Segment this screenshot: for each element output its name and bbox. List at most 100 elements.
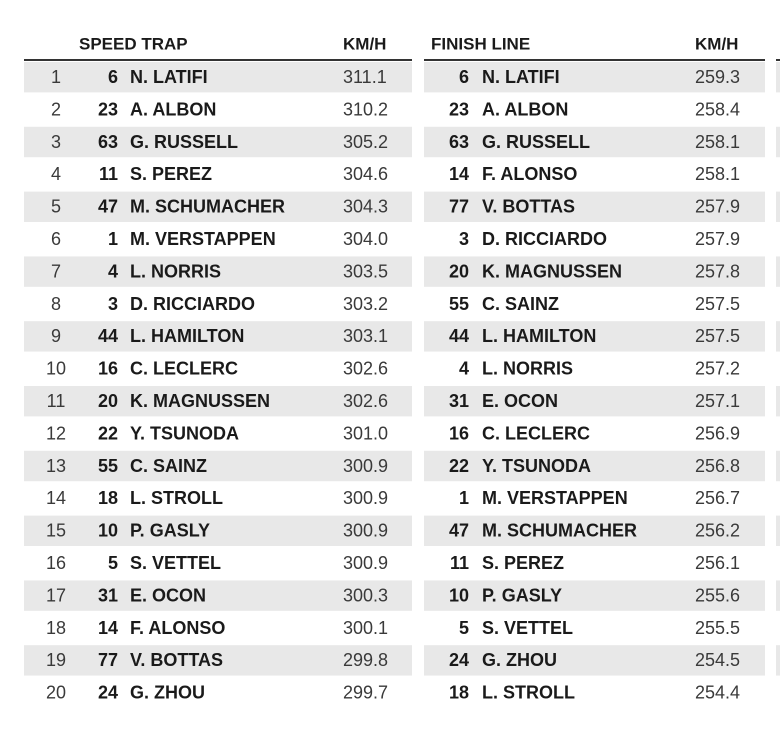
speed: 300.9: [343, 488, 388, 508]
car-number: 3: [459, 229, 469, 249]
car-number: 22: [449, 456, 469, 476]
speed: 304.3: [343, 197, 388, 217]
car-number: 1: [108, 229, 118, 249]
speed: 256.9: [695, 423, 740, 443]
position: 14: [46, 488, 66, 508]
driver-name: D. RICCIARDO: [130, 294, 255, 314]
driver-name: E. OCON: [482, 391, 558, 411]
car-number: 77: [449, 197, 469, 217]
row-band: [424, 386, 765, 417]
position: 11: [47, 391, 66, 411]
row-band: [24, 450, 412, 482]
speed: 310.2: [343, 99, 388, 119]
speed: 257.9: [695, 229, 740, 249]
speed: 311.1: [343, 67, 387, 87]
speed: 259.3: [695, 67, 740, 87]
driver-name: Y. TSUNODA: [130, 423, 239, 443]
speed: 256.2: [695, 521, 740, 541]
row-band: [776, 386, 780, 417]
car-number: 24: [98, 683, 118, 703]
speed: 299.7: [343, 683, 388, 703]
row-band: [24, 191, 412, 222]
driver-name: L. NORRIS: [130, 261, 221, 281]
speed: 304.0: [343, 229, 388, 249]
driver-name: V. BOTTAS: [130, 650, 223, 670]
position: 2: [51, 99, 61, 119]
row-band: [24, 645, 412, 676]
speed: 303.1: [343, 326, 388, 346]
car-number: 18: [98, 488, 118, 508]
driver-name: P. GASLY: [482, 585, 562, 605]
position: 20: [46, 683, 66, 703]
speed: 303.5: [343, 261, 388, 281]
driver-name: P. GASLY: [130, 521, 210, 541]
position: 18: [46, 618, 66, 638]
row-band: [24, 62, 412, 93]
driver-name: N. LATIFI: [482, 67, 560, 87]
driver-name: M. VERSTAPPEN: [482, 488, 628, 508]
row-band: [776, 256, 780, 287]
driver-name: K. MAGNUSSEN: [130, 391, 270, 411]
driver-name: C. SAINZ: [130, 456, 207, 476]
speed: 300.9: [343, 521, 388, 541]
driver-name: D. RICCIARDO: [482, 229, 607, 249]
driver-name: M. SCHUMACHER: [130, 197, 285, 217]
driver-name: Y. TSUNODA: [482, 456, 591, 476]
header-label: SPEED TRAP: [79, 34, 188, 53]
driver-name: L. STROLL: [130, 488, 223, 508]
header-label: KM/H: [343, 34, 386, 53]
speed: 300.3: [343, 585, 388, 605]
driver-name: F. ALONSO: [482, 164, 577, 184]
speed: 255.6: [695, 585, 740, 605]
car-number: 44: [449, 326, 469, 346]
row-band: [424, 515, 765, 546]
position: 19: [46, 650, 66, 670]
row-band: [24, 515, 412, 546]
row-band: [776, 191, 780, 222]
car-number: 20: [98, 391, 118, 411]
row-band: [424, 62, 765, 93]
speed: 257.5: [695, 294, 740, 314]
speed: 257.9: [695, 197, 740, 217]
speed: 256.8: [695, 456, 740, 476]
row-band: [776, 62, 780, 93]
car-number: 22: [98, 423, 118, 443]
driver-name: C. SAINZ: [482, 294, 559, 314]
driver-name: M. VERSTAPPEN: [130, 229, 276, 249]
row-band: [424, 580, 765, 611]
car-number: 63: [98, 132, 118, 152]
position: 5: [51, 197, 61, 217]
row-band: [424, 256, 765, 287]
position: 7: [51, 261, 61, 281]
driver-name: L. HAMILTON: [482, 326, 596, 346]
speed: 303.2: [343, 294, 388, 314]
car-number: 20: [449, 261, 469, 281]
driver-name: C. LECLERC: [482, 423, 590, 443]
driver-name: S. VETTEL: [482, 618, 573, 638]
driver-name: G. RUSSELL: [130, 132, 238, 152]
position: 15: [46, 521, 66, 541]
speed: 257.5: [695, 326, 740, 346]
driver-name: A. ALBON: [130, 99, 216, 119]
row-band: [424, 126, 765, 158]
driver-name: V. BOTTAS: [482, 197, 575, 217]
position: 4: [51, 164, 61, 184]
speed: 299.8: [343, 650, 388, 670]
car-number: 16: [98, 359, 118, 379]
car-number: 63: [449, 132, 469, 152]
car-number: 4: [108, 261, 118, 281]
car-number: 6: [459, 67, 469, 87]
header-label: FINISH LINE: [431, 34, 530, 53]
speed: 302.6: [343, 359, 388, 379]
car-number: 77: [98, 650, 118, 670]
row-band: [24, 126, 412, 158]
speed: 300.9: [343, 456, 388, 476]
row-band: [424, 191, 765, 222]
position: 1: [51, 67, 61, 87]
header-label: KM/H: [695, 34, 738, 53]
car-number: 3: [108, 294, 118, 314]
speed: 305.2: [343, 132, 388, 152]
speed: 256.7: [695, 488, 740, 508]
position: 3: [51, 132, 61, 152]
